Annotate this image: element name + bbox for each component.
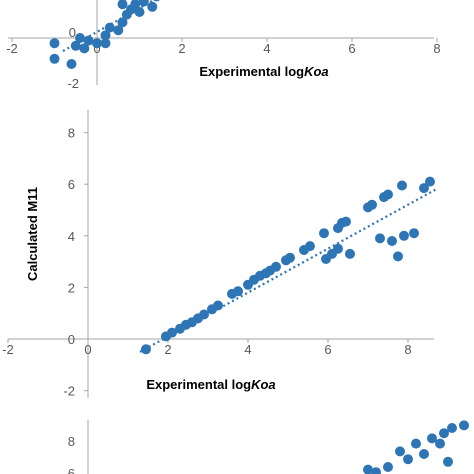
- data-point: [83, 35, 94, 46]
- data-point: [199, 309, 209, 320]
- data-point: [100, 30, 111, 41]
- data-point: [167, 327, 177, 338]
- data-point: [70, 40, 81, 51]
- data-point: [387, 236, 397, 246]
- scatter-chart-bottom: 8 6: [68, 420, 469, 474]
- data-point: [399, 230, 409, 241]
- x-tick-label: 4: [263, 41, 270, 56]
- scatter-chart-top: -2 0 2 4 6 8 0 -2 Experimental logKoa: [6, 0, 441, 91]
- x-axis-label: Experimental logKoa: [146, 377, 275, 392]
- data-point: [341, 216, 351, 227]
- data-point: [383, 189, 393, 200]
- data-point: [153, 0, 160, 2]
- x-axis-label-text: Experimental log: [199, 64, 304, 79]
- data-point: [435, 438, 445, 449]
- y-tick-label: 2: [68, 280, 75, 295]
- data-point: [411, 438, 421, 449]
- x-tick-label: 6: [324, 342, 331, 357]
- data-point: [113, 25, 124, 36]
- data-point: [459, 420, 469, 431]
- data-point: [117, 0, 128, 10]
- data-point: [285, 252, 295, 263]
- data-point: [419, 449, 429, 459]
- data-point: [333, 243, 343, 254]
- x-tick-label: 6: [348, 41, 355, 56]
- x-tick-label: 0: [84, 342, 91, 357]
- data-point: [49, 38, 60, 49]
- data-point: [375, 233, 385, 244]
- data-point: [49, 53, 60, 64]
- x-tick-label: 2: [164, 342, 171, 357]
- data-point: [367, 199, 377, 210]
- y-tick-label: -2: [67, 76, 79, 91]
- x-axis-label-italic: Koa: [304, 64, 329, 79]
- data-point: [419, 183, 429, 194]
- data-point: [409, 228, 419, 239]
- data-point: [271, 261, 281, 272]
- data-point: [79, 43, 90, 54]
- data-point: [397, 180, 407, 191]
- x-tick-label: 8: [404, 342, 411, 357]
- scatter-chart-main: -2 0 2 4 6 8 8 6 4 2 0 -2 Calculated M11 Experimen…: [2, 110, 437, 399]
- x-tick-label: 8: [433, 41, 440, 56]
- data-point: [425, 176, 435, 187]
- data-point: [447, 423, 457, 433]
- data-point: [363, 464, 373, 474]
- x-tick-label: 4: [244, 342, 251, 357]
- data-point: [117, 17, 128, 28]
- y-tick-label: 8: [68, 126, 75, 141]
- data-point: [138, 0, 149, 7]
- data-point: [134, 7, 145, 17]
- data-point: [75, 33, 85, 43]
- y-tick-label: 6: [68, 177, 75, 192]
- data-point: [427, 433, 437, 444]
- y-tick-label: 8: [68, 434, 75, 449]
- data-point: [403, 454, 413, 465]
- data-point: [66, 59, 77, 69]
- data-point: [443, 456, 453, 467]
- data-point: [305, 241, 315, 252]
- x-tick-label: 0: [93, 41, 100, 56]
- data-point: [130, 0, 141, 10]
- x-axis-label-italic: Koa: [251, 377, 276, 392]
- data-point: [92, 38, 102, 49]
- y-tick-label: 6: [68, 466, 75, 474]
- data-point: [371, 467, 381, 474]
- data-point: [393, 251, 403, 262]
- y-tick-label: 0: [69, 25, 76, 40]
- data-point: [439, 428, 449, 439]
- data-point: [345, 248, 355, 259]
- data-point: [395, 446, 405, 457]
- data-point: [141, 344, 151, 355]
- x-axis-label: Experimental logKoa: [199, 64, 328, 79]
- data-point: [233, 286, 243, 297]
- y-tick-label: 0: [68, 332, 75, 347]
- y-axis-label: Calculated M11: [25, 187, 40, 281]
- x-tick-label: -2: [6, 41, 18, 56]
- data-point: [100, 38, 111, 49]
- data-point: [319, 228, 329, 239]
- x-tick-label: 2: [178, 41, 185, 56]
- data-point: [104, 22, 115, 33]
- data-point: [147, 1, 158, 12]
- data-point: [213, 300, 223, 311]
- data-point: [383, 462, 393, 472]
- x-tick-label: -2: [2, 342, 14, 357]
- x-axis-label-text: Experimental log: [146, 377, 251, 392]
- y-tick-label: -2: [63, 384, 75, 399]
- y-tick-label: 4: [68, 229, 75, 244]
